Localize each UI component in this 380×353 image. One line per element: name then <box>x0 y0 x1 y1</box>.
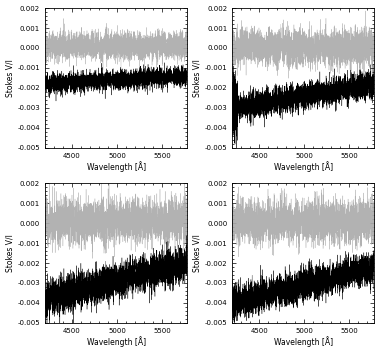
X-axis label: Wavelength [Å]: Wavelength [Å] <box>274 161 333 172</box>
X-axis label: Wavelength [Å]: Wavelength [Å] <box>87 161 146 172</box>
Y-axis label: Stokes V/I: Stokes V/I <box>193 59 202 97</box>
Y-axis label: Stokes V/I: Stokes V/I <box>193 234 202 272</box>
X-axis label: Wavelength [Å]: Wavelength [Å] <box>87 336 146 347</box>
X-axis label: Wavelength [Å]: Wavelength [Å] <box>274 336 333 347</box>
Y-axis label: Stokes V/I: Stokes V/I <box>6 234 14 272</box>
Y-axis label: Stokes V/I: Stokes V/I <box>6 59 14 97</box>
